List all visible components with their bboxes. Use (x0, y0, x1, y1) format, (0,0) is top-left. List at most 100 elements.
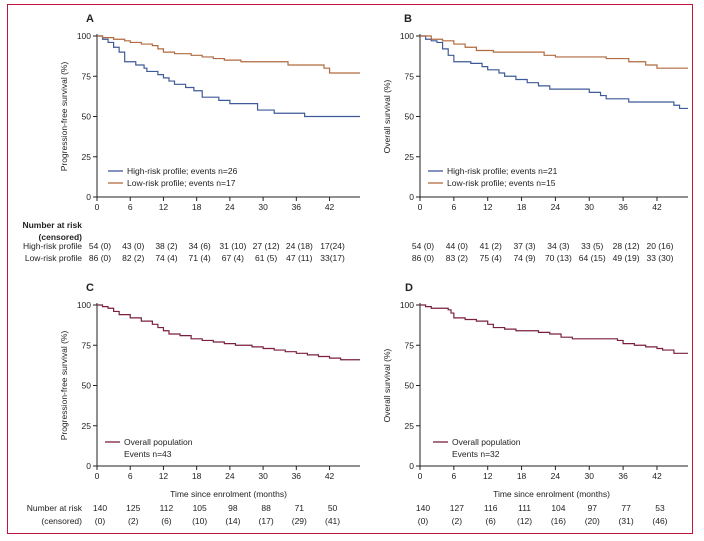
x-tick-label: 0 (95, 202, 100, 212)
risk-row-label: High-risk profile (23, 241, 82, 251)
risk-value: 127 (450, 503, 464, 513)
risk-value: (0) (418, 516, 429, 526)
y-tick-label: 75 (405, 340, 415, 350)
x-tick-label: 12 (159, 471, 169, 481)
y-tick-label: 25 (82, 421, 92, 431)
legend-label: Overall population (452, 437, 521, 447)
risk-value: 98 (228, 503, 238, 513)
y-tick-label: 75 (82, 71, 92, 81)
x-tick-label: 42 (652, 202, 662, 212)
risk-value: 33 (5) (581, 241, 603, 251)
risk-row-label: Low-risk profile (25, 253, 82, 263)
panel-letter: B (404, 13, 412, 25)
risk-value: 125 (126, 503, 140, 513)
x-tick-label: 30 (585, 202, 595, 212)
risk-value: 34 (3) (547, 241, 569, 251)
risk-value: (46) (652, 516, 667, 526)
risk-value: 97 (588, 503, 598, 513)
risk-value: 34 (6) (189, 241, 211, 251)
x-tick-label: 36 (618, 202, 628, 212)
x-tick-label: 18 (517, 471, 527, 481)
legend-events: Events n=32 (452, 449, 500, 459)
risk-value: 104 (551, 503, 565, 513)
risk-value: 71 (295, 503, 305, 513)
panel-b: B 0 25 50 75 100 0 6 12 18 24 30 36 42 Overall surviva… (382, 13, 688, 263)
risk-value: 49 (19) (613, 253, 640, 263)
x-tick-label: 18 (192, 202, 202, 212)
risk-value: 33(17) (320, 253, 345, 263)
risk-value: (10) (192, 516, 207, 526)
survival-curve-high-risk (420, 35, 688, 110)
panel-letter: C (86, 282, 94, 294)
risk-value: 70 (13) (545, 253, 572, 263)
risk-value: 54 (0) (89, 241, 111, 251)
risk-value: 74 (4) (155, 253, 177, 263)
x-tick-label: 12 (483, 471, 493, 481)
y-tick-label: 100 (400, 300, 414, 310)
x-tick-label: 0 (418, 471, 423, 481)
risk-value: 82 (2) (122, 253, 144, 263)
risk-value: 31 (10) (219, 241, 246, 251)
x-tick-label: 42 (325, 471, 335, 481)
y-tick-label: 0 (409, 192, 414, 202)
risk-value: 38 (2) (155, 241, 177, 251)
x-tick-label: 36 (292, 471, 302, 481)
x-tick-label: 30 (585, 471, 595, 481)
risk-value: 24 (18) (286, 241, 313, 251)
risk-table-header: Number at risk (22, 220, 82, 230)
y-tick-label: 100 (77, 31, 91, 41)
x-tick-label: 24 (225, 471, 235, 481)
y-tick-label: 75 (82, 340, 92, 350)
legend-label: High-risk profile; events n=26 (127, 166, 238, 176)
y-tick-label: 50 (405, 381, 415, 391)
y-tick-label: 25 (405, 152, 415, 162)
risk-row-label: (censored) (41, 516, 82, 526)
y-tick-label: 0 (86, 461, 91, 471)
x-tick-label: 24 (551, 471, 561, 481)
y-tick-label: 100 (400, 31, 414, 41)
x-tick-label: 18 (192, 471, 202, 481)
x-tick-label: 24 (551, 202, 561, 212)
survival-curve-overall (97, 304, 360, 361)
risk-value: 43 (0) (122, 241, 144, 251)
x-tick-label: 30 (258, 202, 268, 212)
risk-value: 74 (9) (513, 253, 535, 263)
x-tick-label: 12 (483, 202, 493, 212)
y-tick-label: 50 (82, 381, 92, 391)
legend-label: Low-risk profile; events n=15 (447, 178, 556, 188)
x-tick-label: 30 (258, 471, 268, 481)
risk-value: 64 (15) (579, 253, 606, 263)
risk-value: 105 (193, 503, 207, 513)
x-tick-label: 0 (95, 471, 100, 481)
risk-table-subheader: (censored) (39, 232, 83, 242)
risk-value: (6) (161, 516, 172, 526)
y-tick-label: 50 (82, 112, 92, 122)
x-tick-label: 42 (325, 202, 335, 212)
risk-value: 83 (2) (446, 253, 468, 263)
y-tick-label: 50 (405, 112, 415, 122)
risk-value: 86 (0) (412, 253, 434, 263)
legend-label: Overall population (124, 437, 193, 447)
risk-value: (6) (486, 516, 497, 526)
y-tick-label: 100 (77, 300, 91, 310)
x-tick-label: 6 (128, 471, 133, 481)
legend-events: Events n=43 (124, 449, 172, 459)
panel-d: D 0 25 50 75 100 0 6 12 18 24 30 36 42 Overall surviva… (382, 282, 688, 526)
risk-value: 20 (16) (646, 241, 673, 251)
x-tick-label: 6 (128, 202, 133, 212)
x-tick-label: 36 (618, 471, 628, 481)
x-tick-label: 12 (159, 202, 169, 212)
y-tick-label: 25 (82, 152, 92, 162)
panel-c: C 0 25 50 75 100 0 6 12 18 24 30 36 42 Progression-fre… (27, 282, 360, 526)
y-tick-label: 0 (86, 192, 91, 202)
risk-value: (0) (95, 516, 106, 526)
panel-letter: D (405, 282, 413, 294)
x-tick-label: 6 (451, 202, 456, 212)
y-axis-title: Progression-free survival (%) (59, 331, 69, 441)
risk-value: 111 (518, 503, 531, 513)
x-axis-title: Time since enrolment (months) (170, 489, 287, 499)
risk-value: 75 (4) (480, 253, 502, 263)
risk-value: (29) (292, 516, 307, 526)
survival-curve-high-risk (97, 35, 360, 118)
